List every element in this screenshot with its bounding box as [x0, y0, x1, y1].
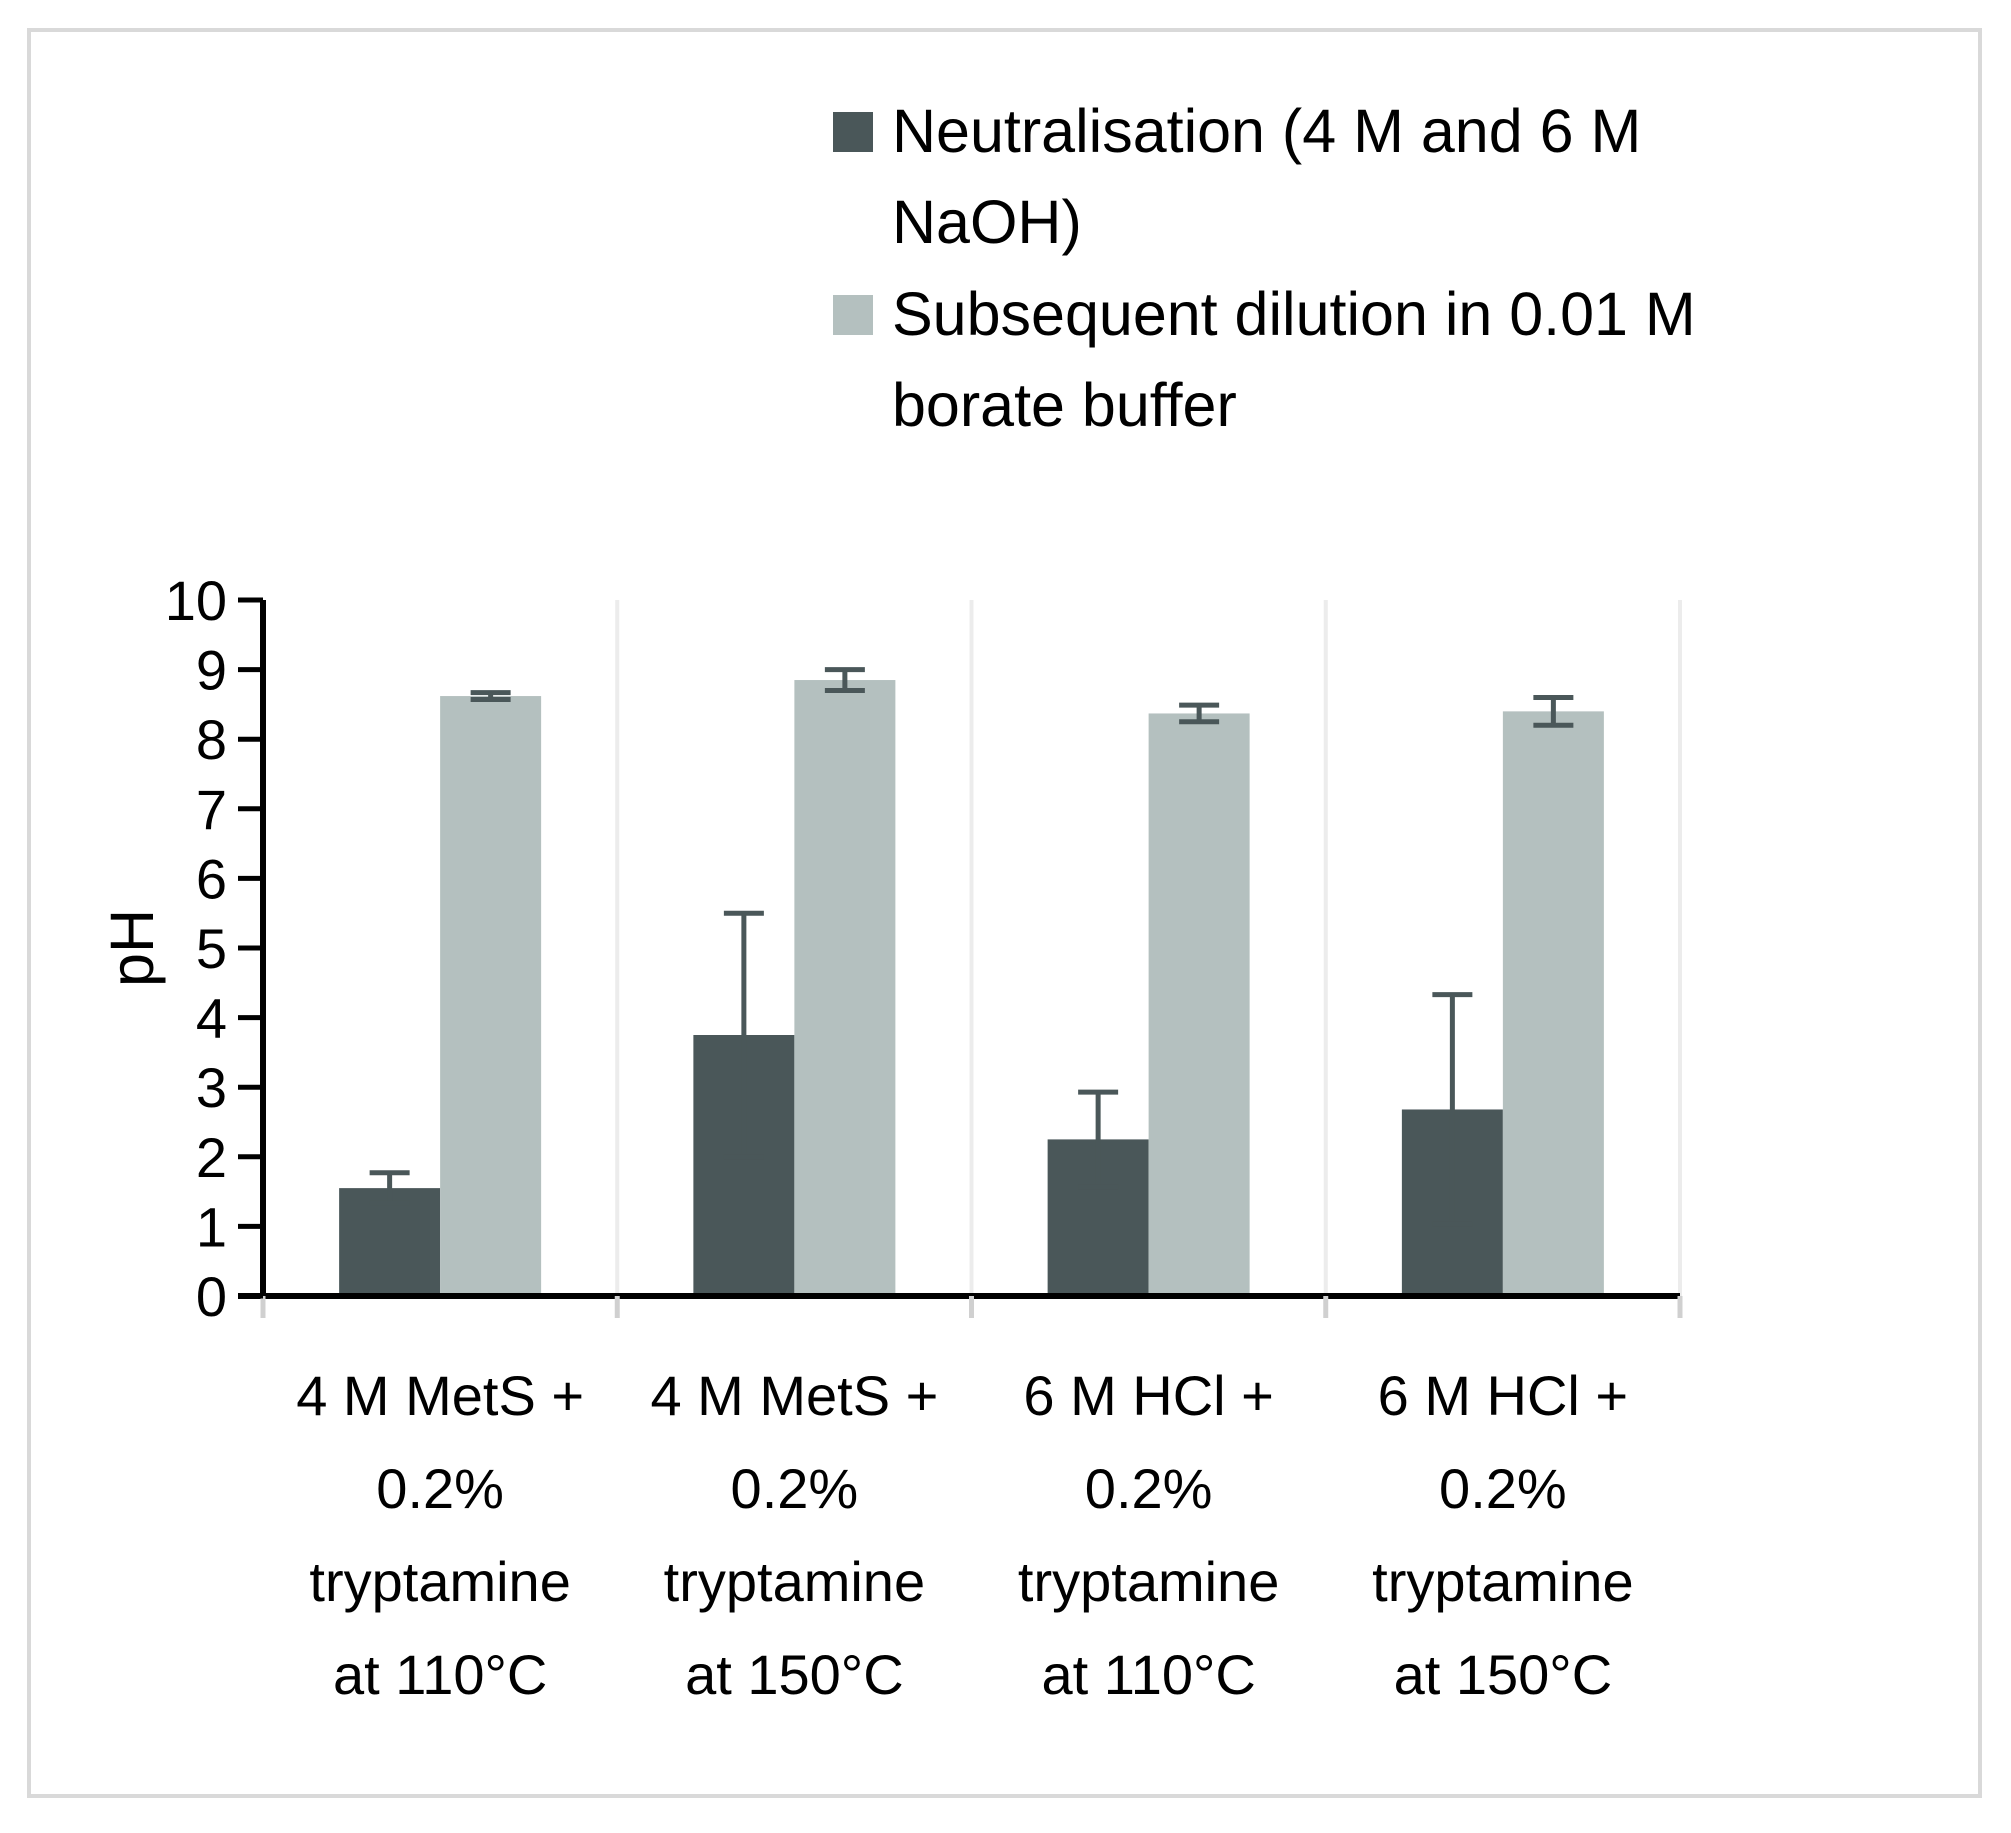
y-tick-label: 2 [196, 1126, 227, 1189]
y-tick-label: 10 [165, 569, 227, 632]
error-bar-series2-cat3 [1179, 702, 1220, 725]
legend-swatch [833, 295, 873, 335]
legend-label: Neutralisation (4 M and 6 M NaOH) [892, 97, 1641, 256]
bar-series2-cat3 [1148, 713, 1250, 1296]
error-bar-series1-cat2 [723, 910, 764, 1160]
error-bar-series2-cat4 [1533, 694, 1574, 728]
error-bar-series1-cat3 [1078, 1089, 1119, 1190]
error-bars-group [369, 667, 1574, 1227]
legend: Neutralisation (4 M and 6 M NaOH) Subseque… [833, 97, 1696, 439]
error-bar-series1-cat1 [369, 1170, 410, 1206]
axes-group [238, 597, 1683, 1318]
y-tick-label: 9 [196, 639, 227, 702]
error-bar-series2-cat2 [824, 667, 865, 693]
bars-group [339, 680, 1604, 1296]
x-category-label: 6 M HCl +0.2% tryptamine at 150°C [1372, 1364, 1633, 1706]
y-axis-title: pH [98, 909, 166, 987]
x-category-label: 4 M MetS +0.2% tryptamine at 110°C [296, 1364, 584, 1706]
y-tick-label: 1 [196, 1195, 227, 1258]
y-tick-labels: 0 12 34 5 67 89 10 [165, 569, 227, 1328]
y-tick-label: 7 [196, 778, 227, 841]
y-tick-label: 0 [196, 1265, 227, 1328]
error-bar-series2-cat1 [470, 690, 511, 703]
y-tick-label: 3 [196, 1056, 227, 1119]
bar-series2-cat2 [794, 680, 896, 1296]
legend-swatch [833, 112, 873, 152]
bar-series2-cat4 [1502, 711, 1604, 1296]
x-category-label: 4 M MetS +0.2% tryptamine at 150°C [650, 1364, 938, 1706]
chart-frame [27, 28, 1982, 1798]
bar-series1-cat1 [339, 1188, 441, 1296]
y-tick-label: 4 [196, 987, 227, 1050]
bar-series2-cat1 [440, 696, 542, 1296]
y-tick-label: 6 [196, 847, 227, 910]
x-category-labels: 4 M MetS +0.2% tryptamine at 110°C4 M MetS… [296, 1364, 1633, 1706]
error-bar-series1-cat4 [1432, 992, 1473, 1227]
legend-item-1: Neutralisation (4 M and 6 M NaOH) [833, 97, 1641, 256]
x-category-label: 6 M HCl +0.2% tryptamine at 110°C [1018, 1364, 1279, 1706]
y-tick-label: 5 [196, 917, 227, 980]
y-tick-label: 8 [196, 708, 227, 771]
